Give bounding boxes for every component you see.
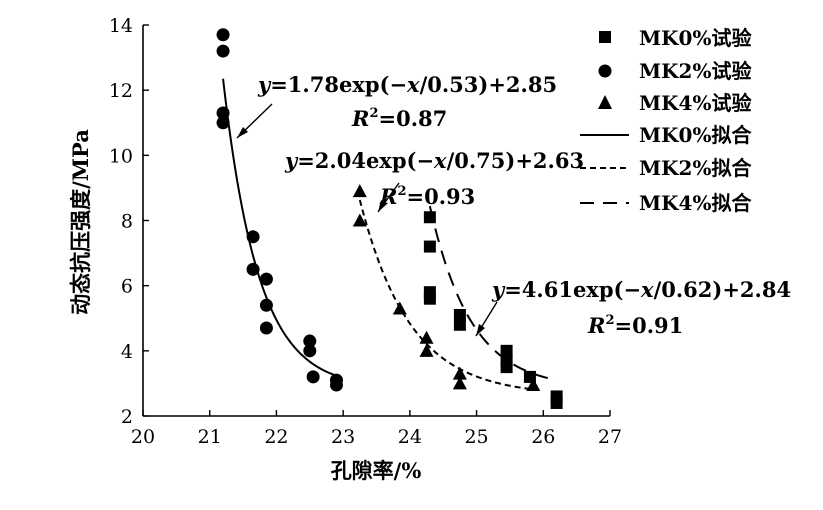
y-tick-label: 12	[109, 80, 133, 102]
data-point-circle	[329, 378, 343, 392]
y-tick-label: 10	[109, 145, 133, 167]
data-point-triangle	[419, 330, 434, 344]
data-point-triangle	[352, 213, 367, 227]
data-point-triangle	[392, 301, 407, 315]
data-point-circle	[259, 321, 273, 335]
fit-curve	[222, 78, 337, 377]
data-point-square	[453, 308, 466, 321]
legend-label-mk0-fit: MK0%拟合	[639, 123, 752, 147]
data-point-square	[423, 211, 436, 224]
arrowhead-mk4	[476, 324, 485, 336]
data-point-circle	[216, 116, 230, 130]
data-point-circle	[303, 334, 317, 348]
y-tick-label: 4	[121, 341, 133, 363]
data-point-triangle	[526, 378, 541, 392]
arrowhead-mk2	[378, 200, 387, 212]
legend-label-mk4-fit: MK4%拟合	[639, 191, 752, 215]
data-point-triangle	[419, 343, 434, 357]
legend-square-marker	[599, 31, 611, 43]
data-point-square	[500, 344, 513, 357]
data-point-square	[423, 292, 436, 305]
data-point-circle	[306, 370, 320, 384]
legend-label-mk2-test: MK2%试验	[639, 59, 751, 83]
data-points	[216, 28, 563, 409]
data-point-circle	[303, 344, 317, 358]
data-point-square	[453, 318, 466, 331]
data-point-triangle	[452, 366, 467, 380]
data-point-circle	[216, 44, 230, 58]
data-point-circle	[216, 28, 230, 42]
x-tick-label: 21	[198, 426, 222, 448]
data-point-circle	[246, 230, 260, 244]
data-point-circle	[259, 298, 273, 312]
r-squared-mk4: R2=0.91	[587, 313, 683, 338]
y-tick-label: 8	[121, 211, 133, 233]
legend-label-mk4-test: MK4%试验	[639, 91, 751, 115]
y-tick-label: 2	[121, 406, 133, 428]
data-point-square	[550, 396, 563, 409]
data-point-circle	[216, 106, 230, 120]
annotation-mk0: y=1.78exp(−x/0.53)+2.85 R2=0.87	[236, 72, 557, 139]
x-tick-label: 20	[131, 426, 155, 448]
equation-mk4: y=4.61exp(−x/0.62)+2.84	[491, 277, 791, 302]
x-tick-label: 26	[531, 426, 555, 448]
y-axis-label: 动态抗压强度/MPa	[68, 129, 93, 315]
y-axis-ticks: 2 4 6 8 10 12 14	[109, 15, 149, 428]
x-tick-label: 27	[598, 426, 622, 448]
r-squared-mk2: R2=0.93	[379, 184, 475, 209]
r-squared-mk0: R2=0.87	[351, 106, 447, 131]
data-point-triangle	[352, 184, 367, 198]
data-point-square	[423, 240, 436, 253]
x-tick-label: 25	[464, 426, 488, 448]
data-point-triangle	[452, 376, 467, 390]
annotation-mk2: y=2.04exp(−x/0.75)+2.63 R2=0.93	[284, 148, 584, 213]
y-tick-label: 14	[109, 15, 133, 37]
data-point-square	[500, 361, 513, 374]
x-tick-label: 24	[398, 426, 422, 448]
legend-triangle-marker	[598, 95, 612, 109]
x-axis-label: 孔隙率/%	[331, 458, 422, 483]
annotation-mk4: y=4.61exp(−x/0.62)+2.84 R2=0.91	[475, 277, 791, 338]
y-tick-label: 6	[121, 276, 133, 298]
legend-label-mk2-fit: MK2%拟合	[639, 156, 752, 180]
x-axis-ticks: 20 21 22 23 24 25 26 27	[131, 410, 622, 448]
legend-circle-marker	[598, 64, 612, 78]
legend: MK0%试验 MK2%试验 MK4%试验 MK0%拟合 MK2%拟合 MK4%拟…	[580, 26, 752, 215]
x-tick-label: 22	[264, 426, 288, 448]
equation-mk2: y=2.04exp(−x/0.75)+2.63	[284, 148, 584, 173]
data-point-circle	[259, 272, 273, 286]
legend-label-mk0-test: MK0%试验	[639, 26, 751, 50]
arrowhead-mk0	[237, 127, 248, 138]
equation-mk0: y=1.78exp(−x/0.53)+2.85	[257, 72, 557, 97]
x-tick-label: 23	[331, 426, 355, 448]
data-point-circle	[246, 262, 260, 276]
fit-curve	[358, 199, 534, 391]
